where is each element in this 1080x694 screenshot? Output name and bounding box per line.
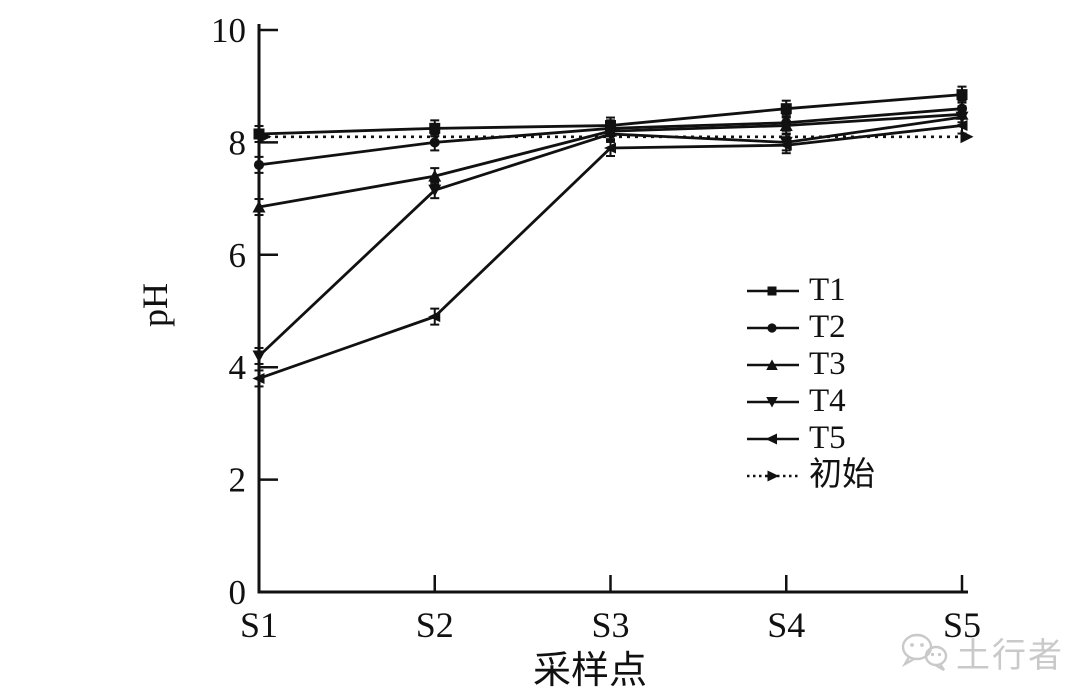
wechat-bubbles-icon	[901, 633, 948, 671]
y-tick-label: 0	[229, 573, 247, 612]
data-point-square	[429, 122, 441, 134]
legend-marker-circle-icon	[747, 322, 799, 333]
data-point-triangle-down	[428, 184, 442, 197]
y-axis-title: pH	[135, 283, 175, 327]
data-point-circle	[429, 137, 440, 148]
legend-item-initial: 初始	[746, 457, 875, 494]
series-T3	[252, 105, 969, 217]
legend-marker-square-icon	[747, 286, 799, 295]
y-tick-label: 2	[229, 461, 247, 500]
legend-item-t1: T1	[746, 272, 875, 309]
x-tick-label: S2	[416, 605, 454, 645]
data-point-triangle-down	[604, 128, 617, 141]
legend-item-t3: T3	[746, 346, 875, 383]
legend-label: 初始	[809, 457, 875, 493]
legend-marker-triangle-up-icon	[747, 359, 799, 370]
data-point-square	[956, 89, 968, 101]
data-point-triangle-up	[428, 169, 442, 182]
data-point-triangle-up	[779, 119, 793, 132]
legend-item-t4: T4	[746, 383, 875, 420]
legend-label: T4	[809, 383, 846, 419]
watermark-text: 土行者	[956, 638, 1064, 675]
axes: 0 2 4 6 8 10 S1 S2 S3 S4 S5	[211, 11, 981, 645]
x-tick-label: S4	[767, 605, 805, 645]
x-axis-title: 采样点	[532, 649, 647, 692]
data-point-triangle-up	[252, 200, 266, 213]
y-tick-label: 4	[229, 348, 247, 387]
legend-marker-triangle-down-icon	[747, 396, 799, 407]
x-tick-label: S1	[240, 605, 278, 645]
data-point-triangle-down	[252, 350, 266, 363]
y-tick-label: 6	[229, 236, 247, 275]
legend-label: T2	[809, 309, 846, 345]
legend-label: T3	[809, 346, 846, 382]
data-point-triangle-left	[604, 142, 616, 154]
data-point-circle	[253, 159, 265, 170]
series-T5	[252, 116, 968, 388]
y-tick-label: 8	[229, 123, 247, 162]
legend-marker-triangle-left-icon	[747, 433, 799, 444]
legend: T1 T2 T3 T4	[746, 272, 875, 494]
legend-item-t5: T5	[746, 420, 875, 457]
data-point-triangle-left	[428, 311, 441, 323]
data-point-square	[253, 128, 265, 140]
data-point-triangle-left	[955, 120, 968, 132]
x-tick-label: S3	[591, 605, 629, 645]
legend-label: T1	[809, 272, 846, 308]
series-T4	[252, 108, 969, 365]
legend-item-t2: T2	[746, 309, 875, 346]
legend-label: T5	[809, 420, 846, 456]
data-point-square	[780, 103, 792, 115]
data-point-triangle-left	[252, 372, 265, 384]
data-point-triangle-left	[779, 139, 792, 151]
x-tick-label: S5	[943, 605, 981, 645]
y-tick-label: 10	[211, 11, 246, 50]
watermark: 土行者	[898, 628, 1064, 677]
legend-marker-triangle-right-dotted-icon	[747, 470, 799, 481]
